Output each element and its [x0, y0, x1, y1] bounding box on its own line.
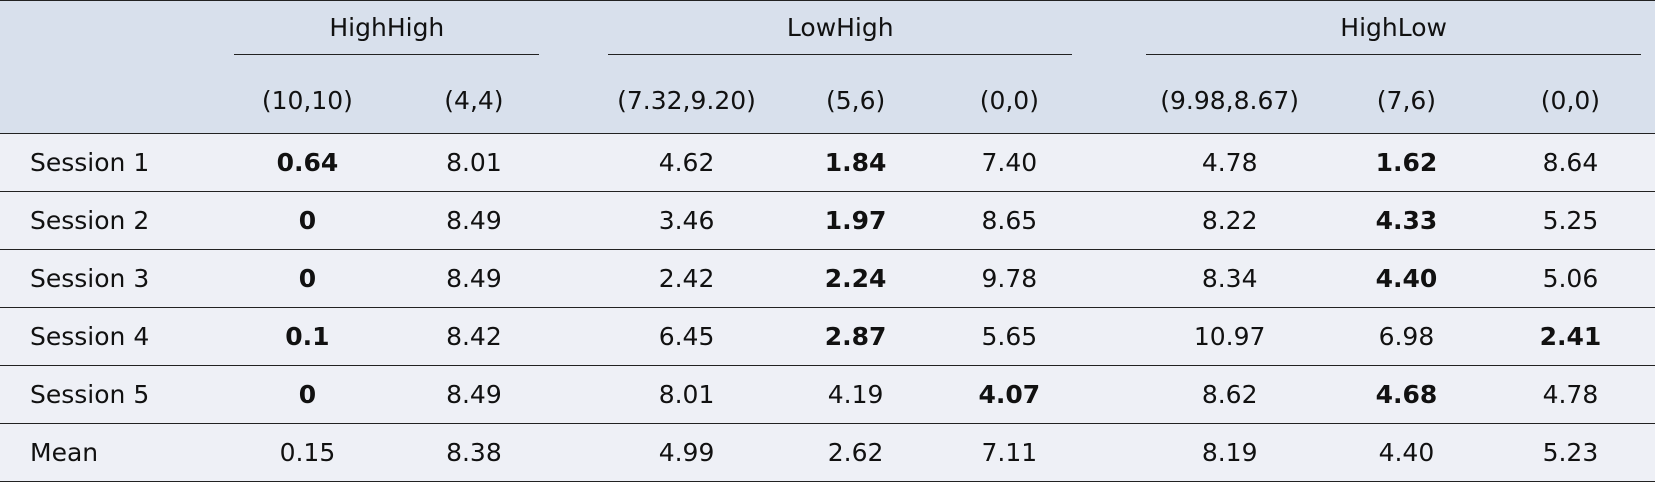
- table-cell: 5.25: [1485, 191, 1655, 250]
- table-cell: 8.62: [1132, 365, 1327, 424]
- group-gap: [553, 0, 595, 67]
- table-cell: 1.62: [1327, 133, 1486, 192]
- row-label: Session 2: [0, 191, 221, 250]
- table-cell: 0: [220, 365, 395, 424]
- table-cell: 8.34: [1132, 249, 1327, 308]
- table-row: Session 2 0 8.49 3.46 1.97 8.65 8.22 4.33 5.25: [0, 191, 1655, 250]
- row-label: Session 5: [0, 365, 221, 424]
- group-title: HighHigh: [234, 13, 540, 55]
- table-cell: 4.33: [1327, 191, 1486, 250]
- table-cell: 8.49: [394, 249, 554, 308]
- table-cell: 8.49: [394, 365, 554, 424]
- group-header-highlow: HighLow: [1132, 0, 1655, 67]
- group-gap: [1086, 191, 1133, 250]
- group-gap: [553, 133, 595, 192]
- table-cell: 8.01: [394, 133, 554, 192]
- group-gap: [1086, 249, 1133, 308]
- table-cell: 8.65: [932, 191, 1087, 250]
- table-cell: 4.78: [1485, 365, 1655, 424]
- table-cell: 5.65: [932, 307, 1087, 366]
- table-cell: 7.11: [932, 423, 1087, 482]
- payoff-header: (7.32,9.20): [594, 67, 779, 134]
- table-cell: 2.42: [594, 249, 779, 308]
- table-cell: 8.01: [594, 365, 779, 424]
- group-title: HighLow: [1146, 13, 1641, 55]
- row-label: Mean: [0, 423, 221, 482]
- table-cell: 8.49: [394, 191, 554, 250]
- group-gap: [553, 307, 595, 366]
- payoff-header-row: (10,10) (4,4) (7.32,9.20) (5,6) (0,0) (9…: [0, 67, 1655, 134]
- table-cell: 8.64: [1485, 133, 1655, 192]
- table-cell: 0.64: [220, 133, 395, 192]
- table-cell: 8.42: [394, 307, 554, 366]
- table-cell: 7.40: [932, 133, 1087, 192]
- table-cell: 2.87: [778, 307, 933, 366]
- table-cell: 6.45: [594, 307, 779, 366]
- table-row: Mean 0.15 8.38 4.99 2.62 7.11 8.19 4.40 5.23: [0, 423, 1655, 482]
- group-gap: [553, 191, 595, 250]
- table-row: Session 4 0.1 8.42 6.45 2.87 5.65 10.97 6.98 2.4…: [0, 307, 1655, 366]
- payoff-header: (7,6): [1327, 67, 1486, 134]
- corner-cell: [0, 0, 221, 67]
- payoff-header: (0,0): [932, 67, 1087, 134]
- group-title: LowHigh: [608, 13, 1073, 55]
- group-gap: [1086, 423, 1133, 482]
- table-cell: 1.97: [778, 191, 933, 250]
- group-gap: [1086, 365, 1133, 424]
- table-body: Session 1 0.64 8.01 4.62 1.84 7.40 4.78 1.62 8.6…: [0, 133, 1655, 482]
- table-cell: 4.07: [932, 365, 1087, 424]
- table-cell: 4.40: [1327, 249, 1486, 308]
- corner-cell: [0, 67, 221, 134]
- table-row: Session 5 0 8.49 8.01 4.19 4.07 8.62 4.68 4.78: [0, 365, 1655, 424]
- row-label: Session 4: [0, 307, 221, 366]
- group-header-highhigh: HighHigh: [220, 0, 554, 67]
- table-row: Session 3 0 8.49 2.42 2.24 9.78 8.34 4.40 5.06: [0, 249, 1655, 308]
- payoff-header: (4,4): [394, 67, 554, 134]
- group-gap: [1086, 133, 1133, 192]
- payoff-header: (5,6): [778, 67, 933, 134]
- table-cell: 4.78: [1132, 133, 1327, 192]
- table-cell: 10.97: [1132, 307, 1327, 366]
- table-cell: 1.84: [778, 133, 933, 192]
- group-gap: [553, 67, 595, 134]
- table-cell: 4.19: [778, 365, 933, 424]
- table-cell: 8.38: [394, 423, 554, 482]
- row-label: Session 1: [0, 133, 221, 192]
- group-header-row: HighHigh LowHigh HighLow: [0, 0, 1655, 67]
- group-gap: [1086, 307, 1133, 366]
- table-cell: 2.24: [778, 249, 933, 308]
- table-cell: 8.22: [1132, 191, 1327, 250]
- table-row: Session 1 0.64 8.01 4.62 1.84 7.40 4.78 1.62 8.6…: [0, 133, 1655, 192]
- table-cell: 0: [220, 249, 395, 308]
- table-cell: 0.1: [220, 307, 395, 366]
- table-cell: 4.99: [594, 423, 779, 482]
- group-gap: [553, 365, 595, 424]
- group-gap: [553, 423, 595, 482]
- table-cell: 4.68: [1327, 365, 1486, 424]
- payoff-header: (0,0): [1485, 67, 1655, 134]
- group-gap: [1086, 67, 1133, 134]
- table-header: HighHigh LowHigh HighLow (10,10) (4,4) (…: [0, 0, 1655, 134]
- table-cell: 8.19: [1132, 423, 1327, 482]
- table-cell: 2.62: [778, 423, 933, 482]
- table-cell: 3.46: [594, 191, 779, 250]
- table-cell: 0: [220, 191, 395, 250]
- group-gap: [1086, 0, 1133, 67]
- table-cell: 2.41: [1485, 307, 1655, 366]
- group-gap: [553, 249, 595, 308]
- payoff-header: (10,10): [220, 67, 395, 134]
- table-cell: 6.98: [1327, 307, 1486, 366]
- table-cell: 5.23: [1485, 423, 1655, 482]
- group-header-lowhigh: LowHigh: [594, 0, 1087, 67]
- row-label: Session 3: [0, 249, 221, 308]
- table-cell: 5.06: [1485, 249, 1655, 308]
- payoff-header: (9.98,8.67): [1132, 67, 1327, 134]
- table-cell: 4.62: [594, 133, 779, 192]
- table-cell: 4.40: [1327, 423, 1486, 482]
- table-cell: 9.78: [932, 249, 1087, 308]
- table-cell: 0.15: [220, 423, 395, 482]
